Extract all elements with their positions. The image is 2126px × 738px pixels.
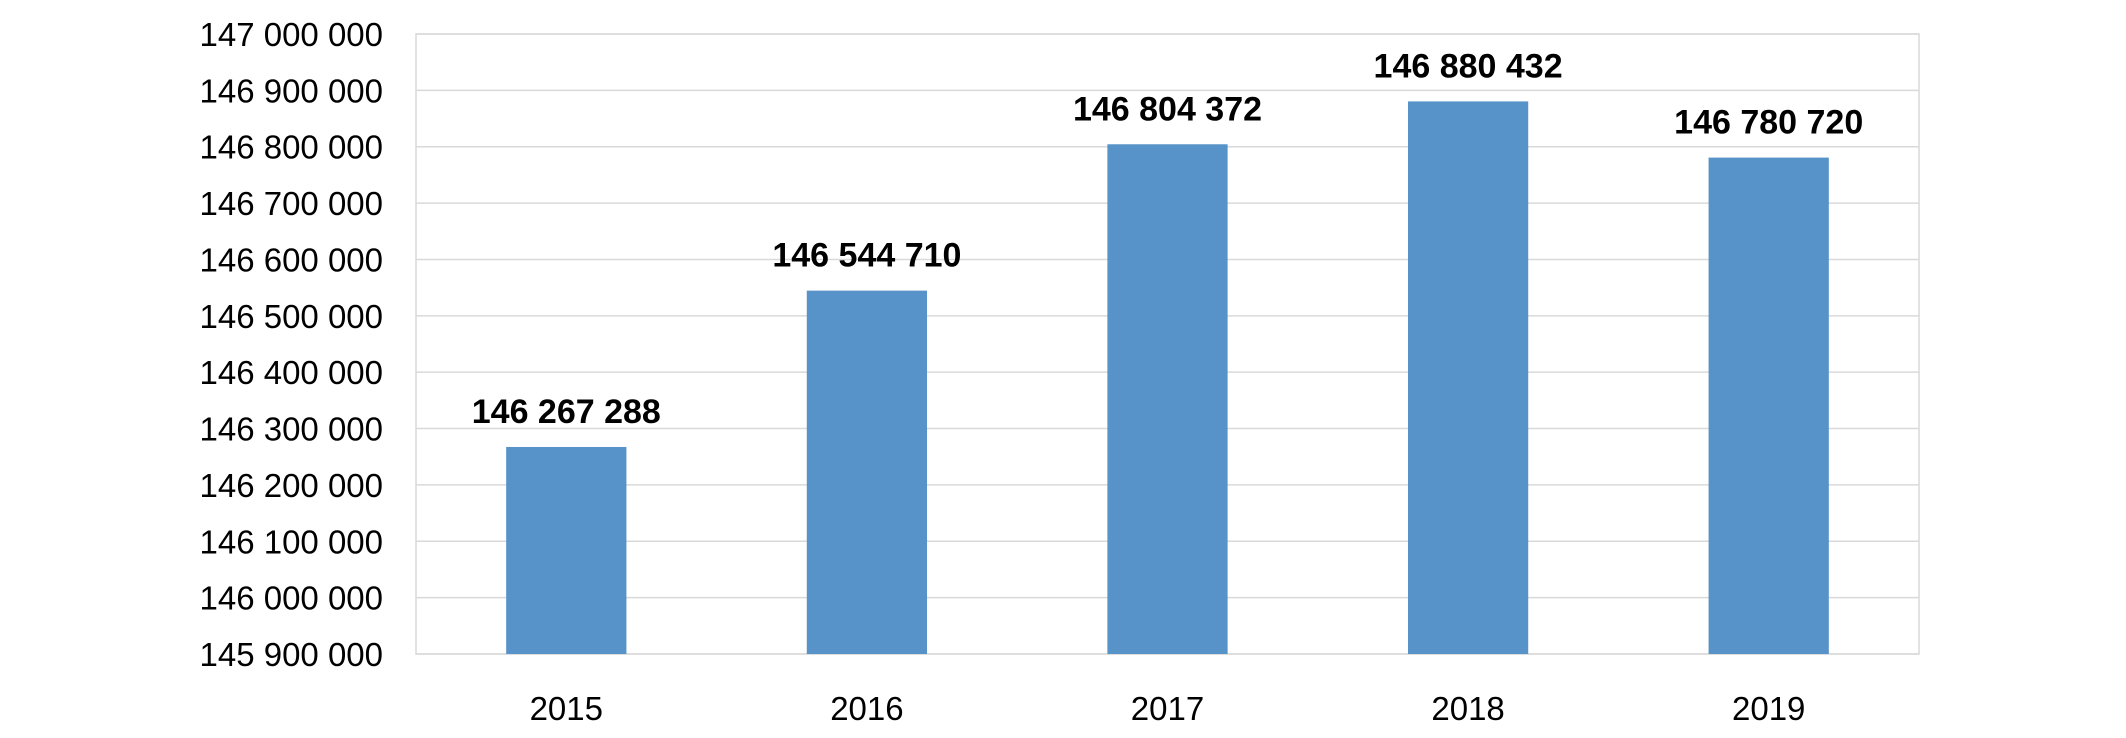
y-tick-label: 146 800 000: [199, 129, 383, 166]
data-label: 146 780 720: [1674, 104, 1863, 142]
y-tick-label: 146 700 000: [199, 185, 383, 222]
bar: [806, 290, 928, 654]
bars: [506, 101, 1829, 654]
y-axis-tick-labels: 145 900 000 146 000 000 146 100 000 146 200…: [199, 16, 383, 673]
y-tick-label: 146 900 000: [199, 72, 383, 109]
x-tick-label: 2017: [1131, 690, 1204, 727]
data-label: 146 544 710: [772, 237, 961, 275]
data-labels: 146 267 288 146 544 710 146 804 372 146 880…: [472, 47, 1863, 431]
y-tick-label: 146 300 000: [199, 411, 383, 448]
bar: [1407, 101, 1529, 654]
y-tick-label: 147 000 000: [199, 16, 383, 53]
x-tick-label: 2018: [1431, 690, 1504, 727]
data-label: 146 804 372: [1073, 90, 1262, 128]
bar: [506, 446, 627, 654]
x-tick-label: 2016: [830, 690, 903, 727]
data-label: 146 880 432: [1374, 47, 1563, 85]
x-axis-tick-labels: 2015 2016 2017 2018 2019: [530, 690, 1806, 727]
data-label: 146 267 288: [472, 393, 661, 431]
y-tick-label: 146 100 000: [199, 523, 383, 560]
y-tick-label: 146 400 000: [199, 354, 383, 391]
x-tick-label: 2015: [530, 690, 603, 727]
y-tick-label: 145 900 000: [199, 636, 383, 673]
y-tick-label: 146 000 000: [199, 580, 383, 617]
y-tick-label: 146 500 000: [199, 298, 383, 335]
y-tick-label: 146 200 000: [199, 467, 383, 504]
bar: [1107, 144, 1228, 654]
bar: [1708, 157, 1829, 654]
y-tick-label: 146 600 000: [199, 241, 383, 278]
x-tick-label: 2019: [1732, 690, 1805, 727]
